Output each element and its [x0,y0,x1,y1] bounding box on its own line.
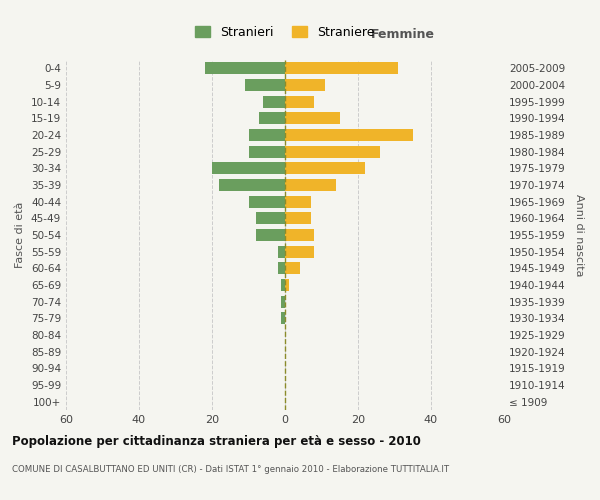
Text: Femmine: Femmine [371,28,435,41]
Bar [285,279,289,291]
Bar [248,196,285,207]
Text: COMUNE DI CASALBUTTANO ED UNITI (CR) - Dati ISTAT 1° gennaio 2010 - Elaborazione: COMUNE DI CASALBUTTANO ED UNITI (CR) - D… [12,465,449,474]
Bar [285,62,398,74]
Bar [285,146,380,158]
Bar [285,212,311,224]
Y-axis label: Anni di nascita: Anni di nascita [574,194,584,276]
Bar [285,196,311,207]
Text: Popolazione per cittadinanza straniera per età e sesso - 2010: Popolazione per cittadinanza straniera p… [12,435,421,448]
Bar [278,262,285,274]
Bar [256,229,285,241]
Bar [285,129,413,141]
Bar [285,179,336,191]
Bar [245,79,285,91]
Bar [285,229,314,241]
Bar [285,112,340,124]
Bar [285,262,299,274]
Bar [281,312,285,324]
Bar [259,112,285,124]
Bar [248,146,285,158]
Bar [263,96,285,108]
Bar [205,62,285,74]
Bar [285,162,365,174]
Bar [285,246,314,258]
Bar [278,246,285,258]
Bar [256,212,285,224]
Bar [220,179,285,191]
Bar [285,79,325,91]
Bar [281,279,285,291]
Legend: Stranieri, Straniere: Stranieri, Straniere [190,20,380,44]
Bar [248,129,285,141]
Y-axis label: Fasce di età: Fasce di età [16,202,25,268]
Bar [281,296,285,308]
Bar [285,96,314,108]
Bar [212,162,285,174]
